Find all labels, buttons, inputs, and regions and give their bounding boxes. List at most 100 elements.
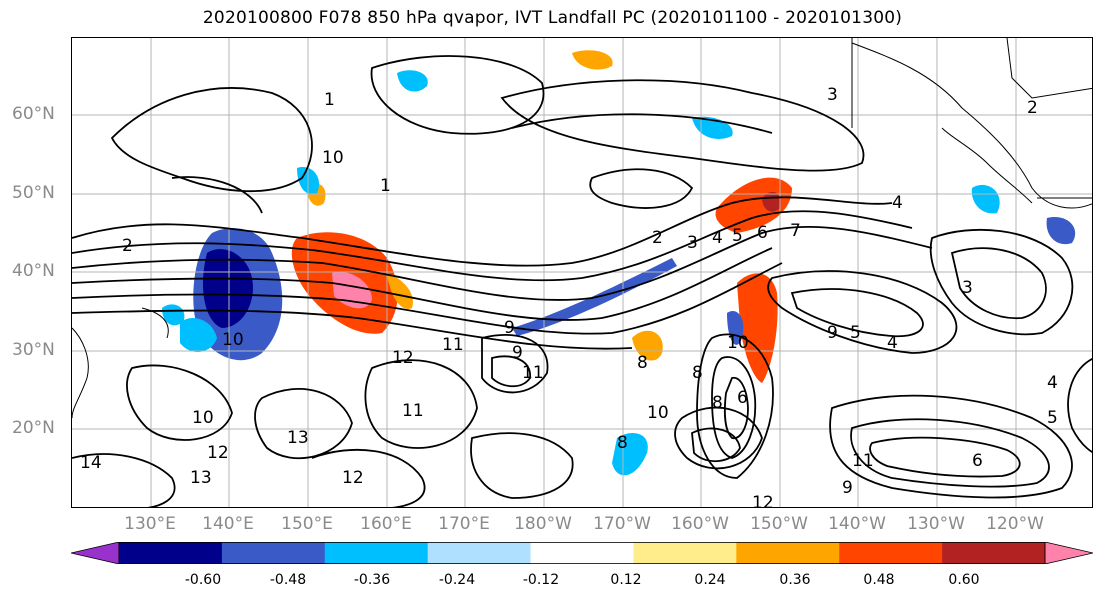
graticule <box>72 38 1092 507</box>
colorbar <box>71 542 1093 564</box>
contour-label: 10 <box>647 403 669 423</box>
contour-label: 5 <box>1047 408 1058 428</box>
colorbar-extend-min <box>71 542 120 564</box>
contour-label: 10 <box>192 408 214 428</box>
colorbar-segment <box>530 542 634 564</box>
contour-label: 11 <box>852 451 874 471</box>
lat-label: 40°N <box>12 261 55 281</box>
lon-label: 160°W <box>671 514 729 534</box>
coastlines <box>72 38 1092 419</box>
positive-anomaly-patch <box>715 177 792 233</box>
contour-label: 9 <box>504 318 515 338</box>
colorbar-extend-max <box>1044 542 1093 564</box>
colorbar-tick-label: -0.60 <box>184 572 222 588</box>
lon-label: 170°W <box>593 514 651 534</box>
contour-label: 12 <box>752 493 774 508</box>
positive-anomaly-patch <box>387 273 413 309</box>
colorbar-tick-label: 0.48 <box>863 572 895 588</box>
contour-label: 8 <box>637 353 648 373</box>
contour-label: 11 <box>402 401 424 421</box>
lat-label: 60°N <box>12 104 55 124</box>
positive-anomaly-patch <box>737 273 778 383</box>
contour-label: 9 <box>827 323 838 343</box>
contour-label: 6 <box>737 388 748 408</box>
colorbar-tick-label: -0.48 <box>269 572 307 588</box>
lon-label: 170°E <box>438 514 490 534</box>
contour-label: 6 <box>972 451 983 471</box>
contour-label: 2 <box>1027 98 1038 118</box>
contour-labels: 1 1 10 3 2 4 2 3 4 5 6 7 9 12 11 11 10 1… <box>80 85 1058 508</box>
ivt-contours <box>72 55 1092 507</box>
contour-label: 12 <box>207 443 229 463</box>
contour-label: 10 <box>322 148 344 168</box>
colorbar-segment <box>427 542 532 564</box>
lon-label: 180°W <box>514 514 572 534</box>
lon-label: 160°E <box>360 514 412 534</box>
colorbar-tick-label: -0.12 <box>522 572 560 588</box>
colorbar-segment <box>736 542 840 564</box>
contour-label: 12 <box>392 348 414 368</box>
colorbar-border <box>118 542 1046 564</box>
lat-label: 20°N <box>12 418 55 438</box>
lon-label: 150°E <box>281 514 333 534</box>
lon-label: 140°W <box>828 514 886 534</box>
lon-label: 140°E <box>202 514 254 534</box>
colorbar-segment <box>942 542 1046 564</box>
colorbar-tick-label: 0.24 <box>694 572 726 588</box>
colorbar-tick-label: 0.60 <box>948 572 980 588</box>
colorbar-tick-label: -0.36 <box>353 572 391 588</box>
negative-anomaly-patch <box>180 318 217 353</box>
contour-label: 2 <box>652 228 663 248</box>
negative-anomaly-patch <box>397 70 428 92</box>
contour-label: 2 <box>122 236 133 256</box>
lat-label: 30°N <box>12 340 55 360</box>
colorbar-tick-label: 0.12 <box>610 572 642 588</box>
lon-label: 120°W <box>986 514 1044 534</box>
contour-label: 6 <box>757 223 768 243</box>
contour-label: 1 <box>324 90 335 110</box>
contour-label: 9 <box>842 478 853 498</box>
contour-label: 10 <box>222 330 244 350</box>
contour-label: 4 <box>887 333 898 353</box>
contour-label: 8 <box>617 433 628 453</box>
contour-label: 12 <box>342 468 364 488</box>
lon-label: 150°W <box>750 514 808 534</box>
negative-anomaly-patch <box>971 184 1000 214</box>
contour-label: 11 <box>522 363 544 383</box>
contour-label: 9 <box>512 343 523 363</box>
contour-label: 11 <box>442 335 464 355</box>
contour-label: 4 <box>712 228 723 248</box>
contour-label: 4 <box>892 193 903 213</box>
contour-label: 8 <box>692 363 703 383</box>
contour-label: 4 <box>1047 373 1058 393</box>
lon-label: 130°E <box>124 514 176 534</box>
positive-anomaly-patch <box>572 50 613 70</box>
contour-label: 10 <box>727 333 749 353</box>
map-title: 2020100800 F078 850 hPa qvapor, IVT Land… <box>202 8 903 28</box>
colorbar-segment <box>324 542 429 564</box>
colorbar-tick-label: 0.36 <box>779 572 811 588</box>
colorbar-segment <box>633 542 737 564</box>
negative-anomaly-patch <box>162 304 185 326</box>
lon-label: 130°W <box>907 514 965 534</box>
contour-label: 13 <box>190 468 212 488</box>
map-canvas: 1 1 10 3 2 4 2 3 4 5 6 7 9 12 11 11 10 1… <box>72 38 1092 508</box>
contour-label: 8 <box>712 393 723 413</box>
colorbar-tick-label: -0.24 <box>438 572 476 588</box>
negative-anomaly-patch <box>612 433 648 476</box>
contour-label: 14 <box>80 453 102 473</box>
colorbar-segment <box>221 542 326 564</box>
contour-label: 7 <box>790 221 801 241</box>
contour-label: 3 <box>827 85 838 105</box>
negative-anomaly-patch <box>1046 217 1076 245</box>
contour-label: 3 <box>687 233 698 253</box>
contour-label: 1 <box>380 176 391 196</box>
negative-anomaly-patch <box>202 249 253 328</box>
contour-label: 5 <box>850 323 861 343</box>
contour-label: 3 <box>962 278 973 298</box>
contour-label: 13 <box>287 428 309 448</box>
positive-anomaly-patch <box>632 330 663 361</box>
colorbar-segment <box>119 542 223 564</box>
map-panel: 1 1 10 3 2 4 2 3 4 5 6 7 9 12 11 11 10 1… <box>71 37 1093 508</box>
colorbar-segment <box>839 542 943 564</box>
